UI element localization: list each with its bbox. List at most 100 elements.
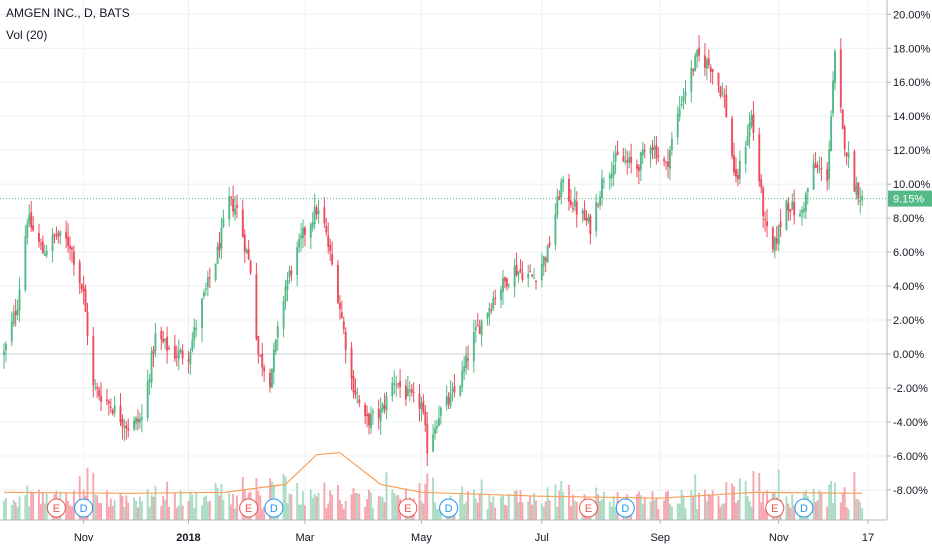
candle-body <box>859 200 862 202</box>
volume-bar <box>832 503 835 520</box>
candle-body <box>630 156 633 163</box>
candle-body <box>230 196 233 198</box>
volume-bar <box>41 492 44 520</box>
candle-body <box>16 309 19 316</box>
volume-bar <box>707 494 710 520</box>
candle-body <box>812 162 815 190</box>
volume-bar <box>758 473 761 520</box>
symbol-title: AMGEN INC., D, BATS <box>6 6 130 20</box>
candle-body <box>569 200 572 206</box>
candle-body <box>639 152 642 171</box>
candle-body <box>408 390 411 392</box>
candle-body <box>670 138 673 151</box>
volume-bar <box>789 507 792 520</box>
volume-ma-line <box>3 452 863 499</box>
volume-bar <box>135 500 137 520</box>
candle-body <box>187 359 190 362</box>
volume-bar <box>154 485 157 520</box>
volume-bar <box>480 479 483 520</box>
candle-body <box>752 114 755 133</box>
volume-bar <box>635 494 638 520</box>
volume-bar <box>548 500 551 520</box>
volume-bar <box>717 496 720 520</box>
volume-bar <box>263 506 266 520</box>
volume-bar <box>133 497 136 520</box>
candle-body <box>255 274 258 340</box>
candle-body <box>519 269 522 272</box>
earnings-event-marker[interactable]: E <box>398 498 418 518</box>
volume-bar <box>311 497 314 520</box>
volume-bar <box>107 506 110 520</box>
volume-bar <box>486 509 489 520</box>
volume-bar <box>639 495 642 520</box>
candle-body <box>201 298 203 329</box>
volume-bar <box>725 481 728 520</box>
volume-bar <box>113 500 116 520</box>
dividend-event-marker[interactable]: D <box>794 498 814 518</box>
candle-body <box>434 428 436 434</box>
candle-body <box>298 238 301 248</box>
candle-body <box>818 169 821 171</box>
candle-body <box>406 388 409 397</box>
candle-body <box>453 386 456 393</box>
candle-body <box>839 49 842 108</box>
candle-body <box>461 370 464 388</box>
dividend-event-marker[interactable]: D <box>439 498 459 518</box>
volume-bar <box>284 476 287 520</box>
event-label: E <box>53 503 60 515</box>
candle-body <box>181 350 184 359</box>
candle-body <box>30 212 33 228</box>
volume-bar <box>657 508 660 520</box>
candle-body <box>449 392 452 406</box>
candle-body <box>296 247 299 276</box>
candle-body <box>830 116 833 152</box>
dividend-event-marker[interactable]: D <box>264 498 284 518</box>
earnings-event-marker[interactable]: E <box>46 498 66 518</box>
volume-bar <box>459 494 462 520</box>
candle-body <box>98 389 101 397</box>
y-tick-label: 10.00% <box>893 179 931 191</box>
candle-body <box>28 214 31 224</box>
candle-body <box>540 264 543 281</box>
dividend-event-marker[interactable]: D <box>74 498 94 518</box>
volume-bar <box>94 494 97 520</box>
candle-body <box>834 51 836 83</box>
x-axis-background <box>0 520 887 550</box>
volume-bar <box>738 478 741 520</box>
volume-bar <box>820 493 823 520</box>
volume-bar <box>476 502 479 520</box>
candle-body <box>282 301 285 329</box>
candle-body <box>344 331 347 351</box>
volume-bar <box>663 500 666 520</box>
volume-bar <box>313 493 316 520</box>
candle-body <box>505 278 508 287</box>
volume-bar <box>152 496 155 520</box>
volume-bar <box>125 495 128 520</box>
earnings-event-marker[interactable]: E <box>765 498 785 518</box>
candle-body <box>663 158 666 162</box>
dividend-event-marker[interactable]: D <box>615 498 635 518</box>
candle-body <box>150 352 153 383</box>
volume-bar <box>282 473 285 520</box>
candle-body <box>814 164 817 169</box>
candle-body <box>331 253 334 265</box>
volume-bar <box>696 508 699 520</box>
candle-body <box>777 225 780 245</box>
event-label: D <box>621 503 629 515</box>
earnings-event-marker[interactable]: E <box>578 498 598 518</box>
earnings-event-marker[interactable]: E <box>239 498 259 518</box>
volume-bar <box>393 493 396 520</box>
candle-body <box>610 173 613 179</box>
volume-bar <box>162 495 165 520</box>
candle-body <box>329 244 332 251</box>
candle-body <box>744 146 747 164</box>
volume-bar <box>164 499 167 520</box>
candle-body <box>581 211 584 214</box>
volume-bar <box>569 506 572 520</box>
volume-bar <box>381 497 384 520</box>
event-circle <box>46 498 66 518</box>
volume-bar <box>218 495 221 520</box>
volume-bar <box>826 506 829 520</box>
candle-body <box>125 425 128 429</box>
